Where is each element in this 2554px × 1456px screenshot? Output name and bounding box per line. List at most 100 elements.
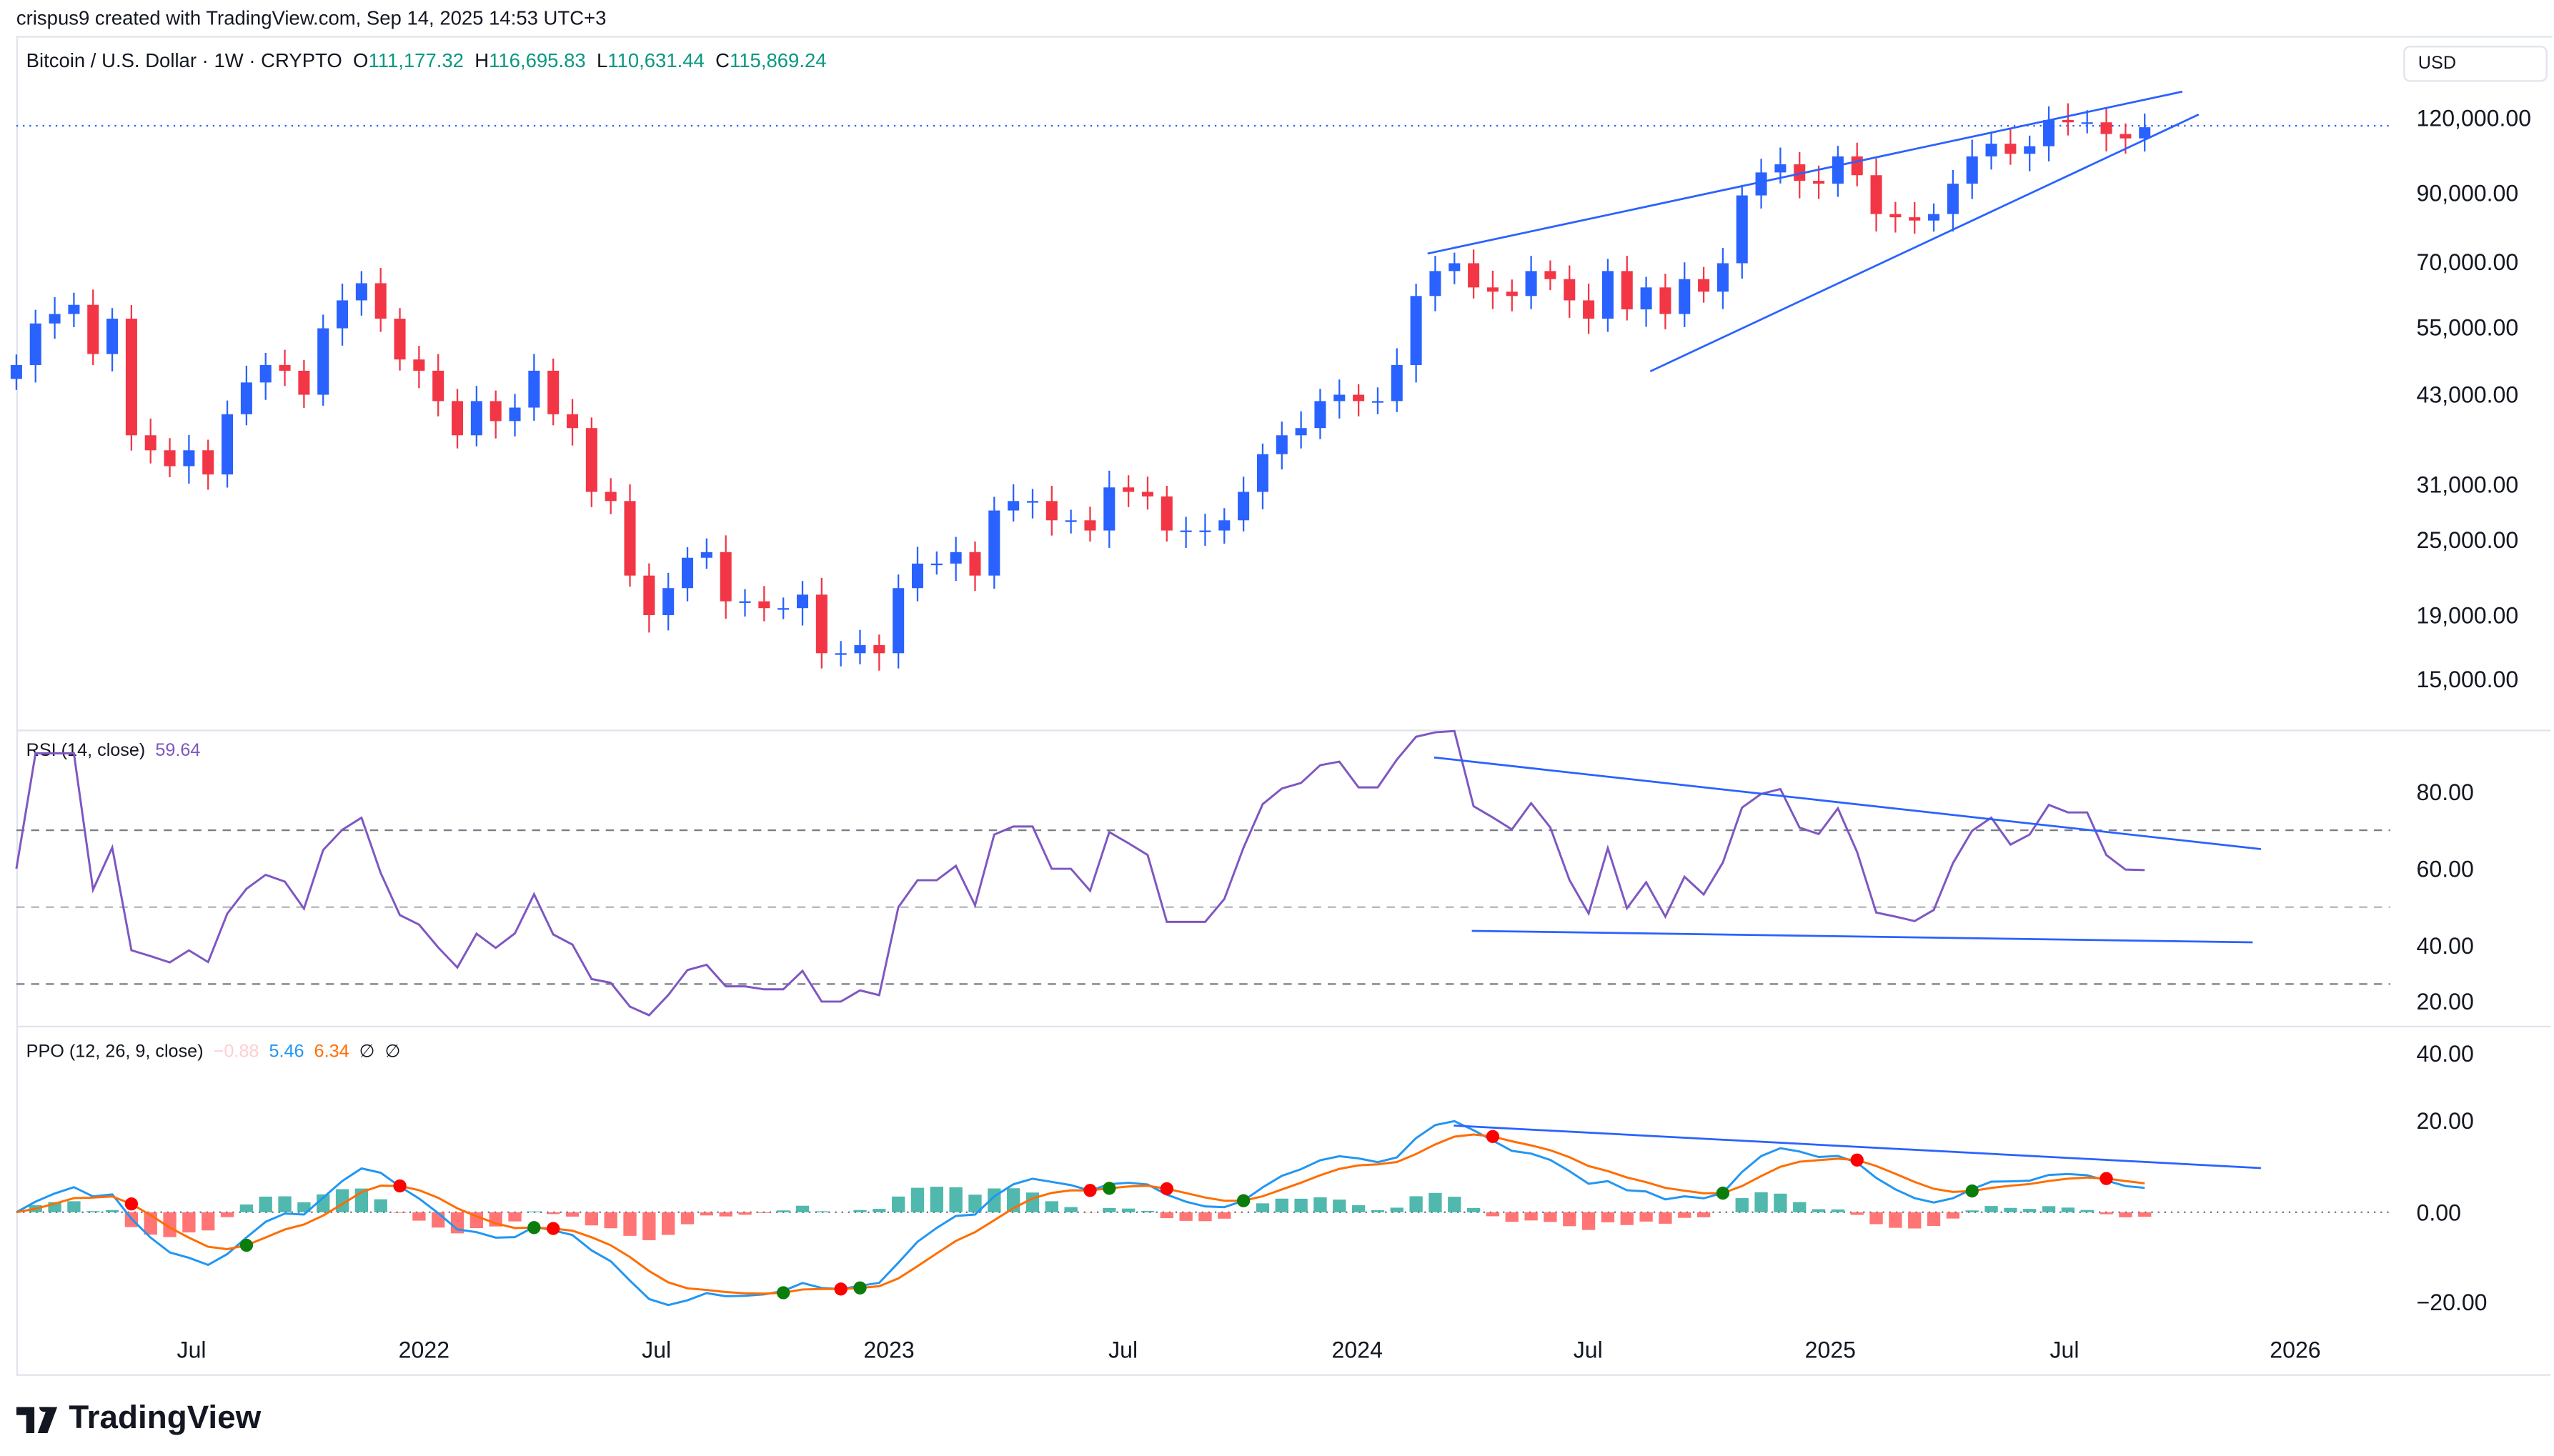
ppo-cross-marker xyxy=(1486,1130,1500,1143)
candle xyxy=(988,510,1000,576)
candle xyxy=(777,608,790,610)
ppo-cross-marker xyxy=(393,1179,407,1193)
ppo-histogram-bar xyxy=(1946,1212,1960,1219)
ppo-cross-marker xyxy=(834,1282,848,1296)
ppo-histogram-bar xyxy=(1869,1212,1883,1225)
price-tick: 15,000.00 xyxy=(2416,665,2519,692)
candle xyxy=(125,319,137,436)
ppo-histogram-bar xyxy=(757,1212,771,1213)
candle xyxy=(1621,271,1633,310)
ppo-histogram-bar xyxy=(1965,1210,1979,1212)
ppo-cross-marker xyxy=(1103,1182,1116,1195)
candle xyxy=(2062,120,2074,123)
rsi-legend[interactable]: RSI (14, close) 59.64 xyxy=(26,741,201,760)
ppo-histogram-bar xyxy=(1064,1207,1078,1212)
candle xyxy=(1659,287,1671,314)
candle xyxy=(337,300,349,329)
pane-divider[interactable] xyxy=(16,729,2551,732)
ppo-histogram-bar xyxy=(508,1212,522,1222)
ppo-histogram-bar xyxy=(1448,1197,1461,1212)
price-tick: 90,000.00 xyxy=(2416,179,2519,206)
ppo-cross-marker xyxy=(1236,1194,1251,1207)
candle xyxy=(873,645,885,654)
ppo-histogram-bar xyxy=(565,1212,580,1217)
ppo-histogram-bar xyxy=(1601,1212,1615,1222)
ppo-histogram-bar xyxy=(1218,1212,1231,1219)
ppo-histogram-bar xyxy=(1850,1212,1864,1215)
ppo-tick: 40.00 xyxy=(2416,1040,2474,1067)
ppo-histogram-bar xyxy=(1371,1210,1385,1212)
ppo-cross-marker xyxy=(1716,1186,1730,1200)
symbol-legend[interactable]: Bitcoin / U.S. Dollar · 1W · CRYPTO O111… xyxy=(26,49,827,72)
ppo-tick: 20.00 xyxy=(2416,1107,2474,1134)
ppo-value: 5.46 xyxy=(269,1042,304,1062)
ppo-histogram-bar xyxy=(1984,1206,1998,1212)
ppo-cross-marker xyxy=(1083,1184,1097,1197)
time-tick: Jul xyxy=(1108,1336,1138,1363)
candle xyxy=(240,382,252,414)
rsi-label: RSI (14, close) xyxy=(26,741,146,761)
candle xyxy=(164,450,176,467)
ppo-histogram-bar xyxy=(1774,1193,1787,1212)
ppo-histogram-bar xyxy=(2061,1207,2075,1212)
rsi-support-trendline xyxy=(1471,929,2253,944)
rsi-tick: 40.00 xyxy=(2416,932,2474,959)
candle xyxy=(1199,530,1211,532)
rsi-tick: 60.00 xyxy=(2416,855,2474,882)
candle xyxy=(87,304,99,354)
candle xyxy=(106,319,119,354)
ppo-histogram-bar xyxy=(432,1212,445,1228)
ppo-histogram-bar xyxy=(67,1201,81,1212)
chart-frame xyxy=(16,36,2553,1376)
candle xyxy=(720,552,732,602)
ppo-histogram-bar xyxy=(1179,1212,1193,1221)
ppo-histogram-bar xyxy=(1294,1198,1308,1212)
ppo-histogram-bar xyxy=(1544,1212,1557,1222)
ppo-histogram-bar xyxy=(873,1209,886,1212)
ppo-divergence-trendline xyxy=(1454,1125,2261,1170)
ppo-histogram-bar xyxy=(815,1211,828,1212)
ppo-histogram-bar xyxy=(1678,1212,1691,1218)
currency-button[interactable]: USD xyxy=(2403,46,2548,82)
na-value: ∅ xyxy=(359,1042,375,1062)
ppo-legend[interactable]: PPO (12, 26, 9, close) −0.88 5.46 6.34 ∅… xyxy=(26,1040,401,1062)
pane-divider[interactable] xyxy=(16,1025,2551,1028)
candle xyxy=(1449,263,1461,271)
candle xyxy=(624,501,636,576)
ppo-histogram-bar xyxy=(853,1210,867,1212)
ppo-histogram-bar xyxy=(1639,1212,1653,1222)
candle xyxy=(509,407,521,422)
ppo-histogram-bar xyxy=(1524,1212,1538,1221)
ppo-histogram-bar xyxy=(1754,1192,1768,1212)
candle xyxy=(1295,428,1307,436)
ppo-histogram-bar xyxy=(2100,1212,2113,1215)
candle xyxy=(681,557,694,589)
ppo-histogram-bar xyxy=(2138,1212,2152,1217)
time-tick: 2025 xyxy=(1804,1336,1857,1363)
candle xyxy=(183,450,195,467)
candle xyxy=(585,428,597,492)
ppo-histogram-bar xyxy=(163,1212,177,1237)
candle xyxy=(1218,520,1231,531)
ppo-histogram-bar xyxy=(891,1196,905,1212)
candle xyxy=(413,359,425,371)
ppo-histogram-bar xyxy=(1908,1212,1922,1229)
candle xyxy=(1410,296,1422,365)
ppo-histogram-bar xyxy=(259,1196,272,1212)
candle xyxy=(1947,184,1959,214)
candle xyxy=(1851,156,1863,176)
ppo-cross-marker xyxy=(1965,1184,1979,1198)
candle xyxy=(222,414,234,475)
snapshot-credit: crispus9 created with TradingView.com, S… xyxy=(16,6,607,30)
time-tick: 2022 xyxy=(398,1336,450,1363)
symbol-name: Bitcoin / U.S. Dollar xyxy=(26,49,197,72)
candle xyxy=(1716,263,1729,292)
wedge-lower-trendline xyxy=(1649,114,2200,373)
ppo-histogram-bar xyxy=(182,1212,196,1233)
candle xyxy=(2024,146,2036,154)
candle xyxy=(1832,156,1844,184)
ppo-cross-marker xyxy=(2100,1172,2113,1185)
candle xyxy=(1045,501,1058,521)
close-value: 115,869.24 xyxy=(729,49,827,72)
